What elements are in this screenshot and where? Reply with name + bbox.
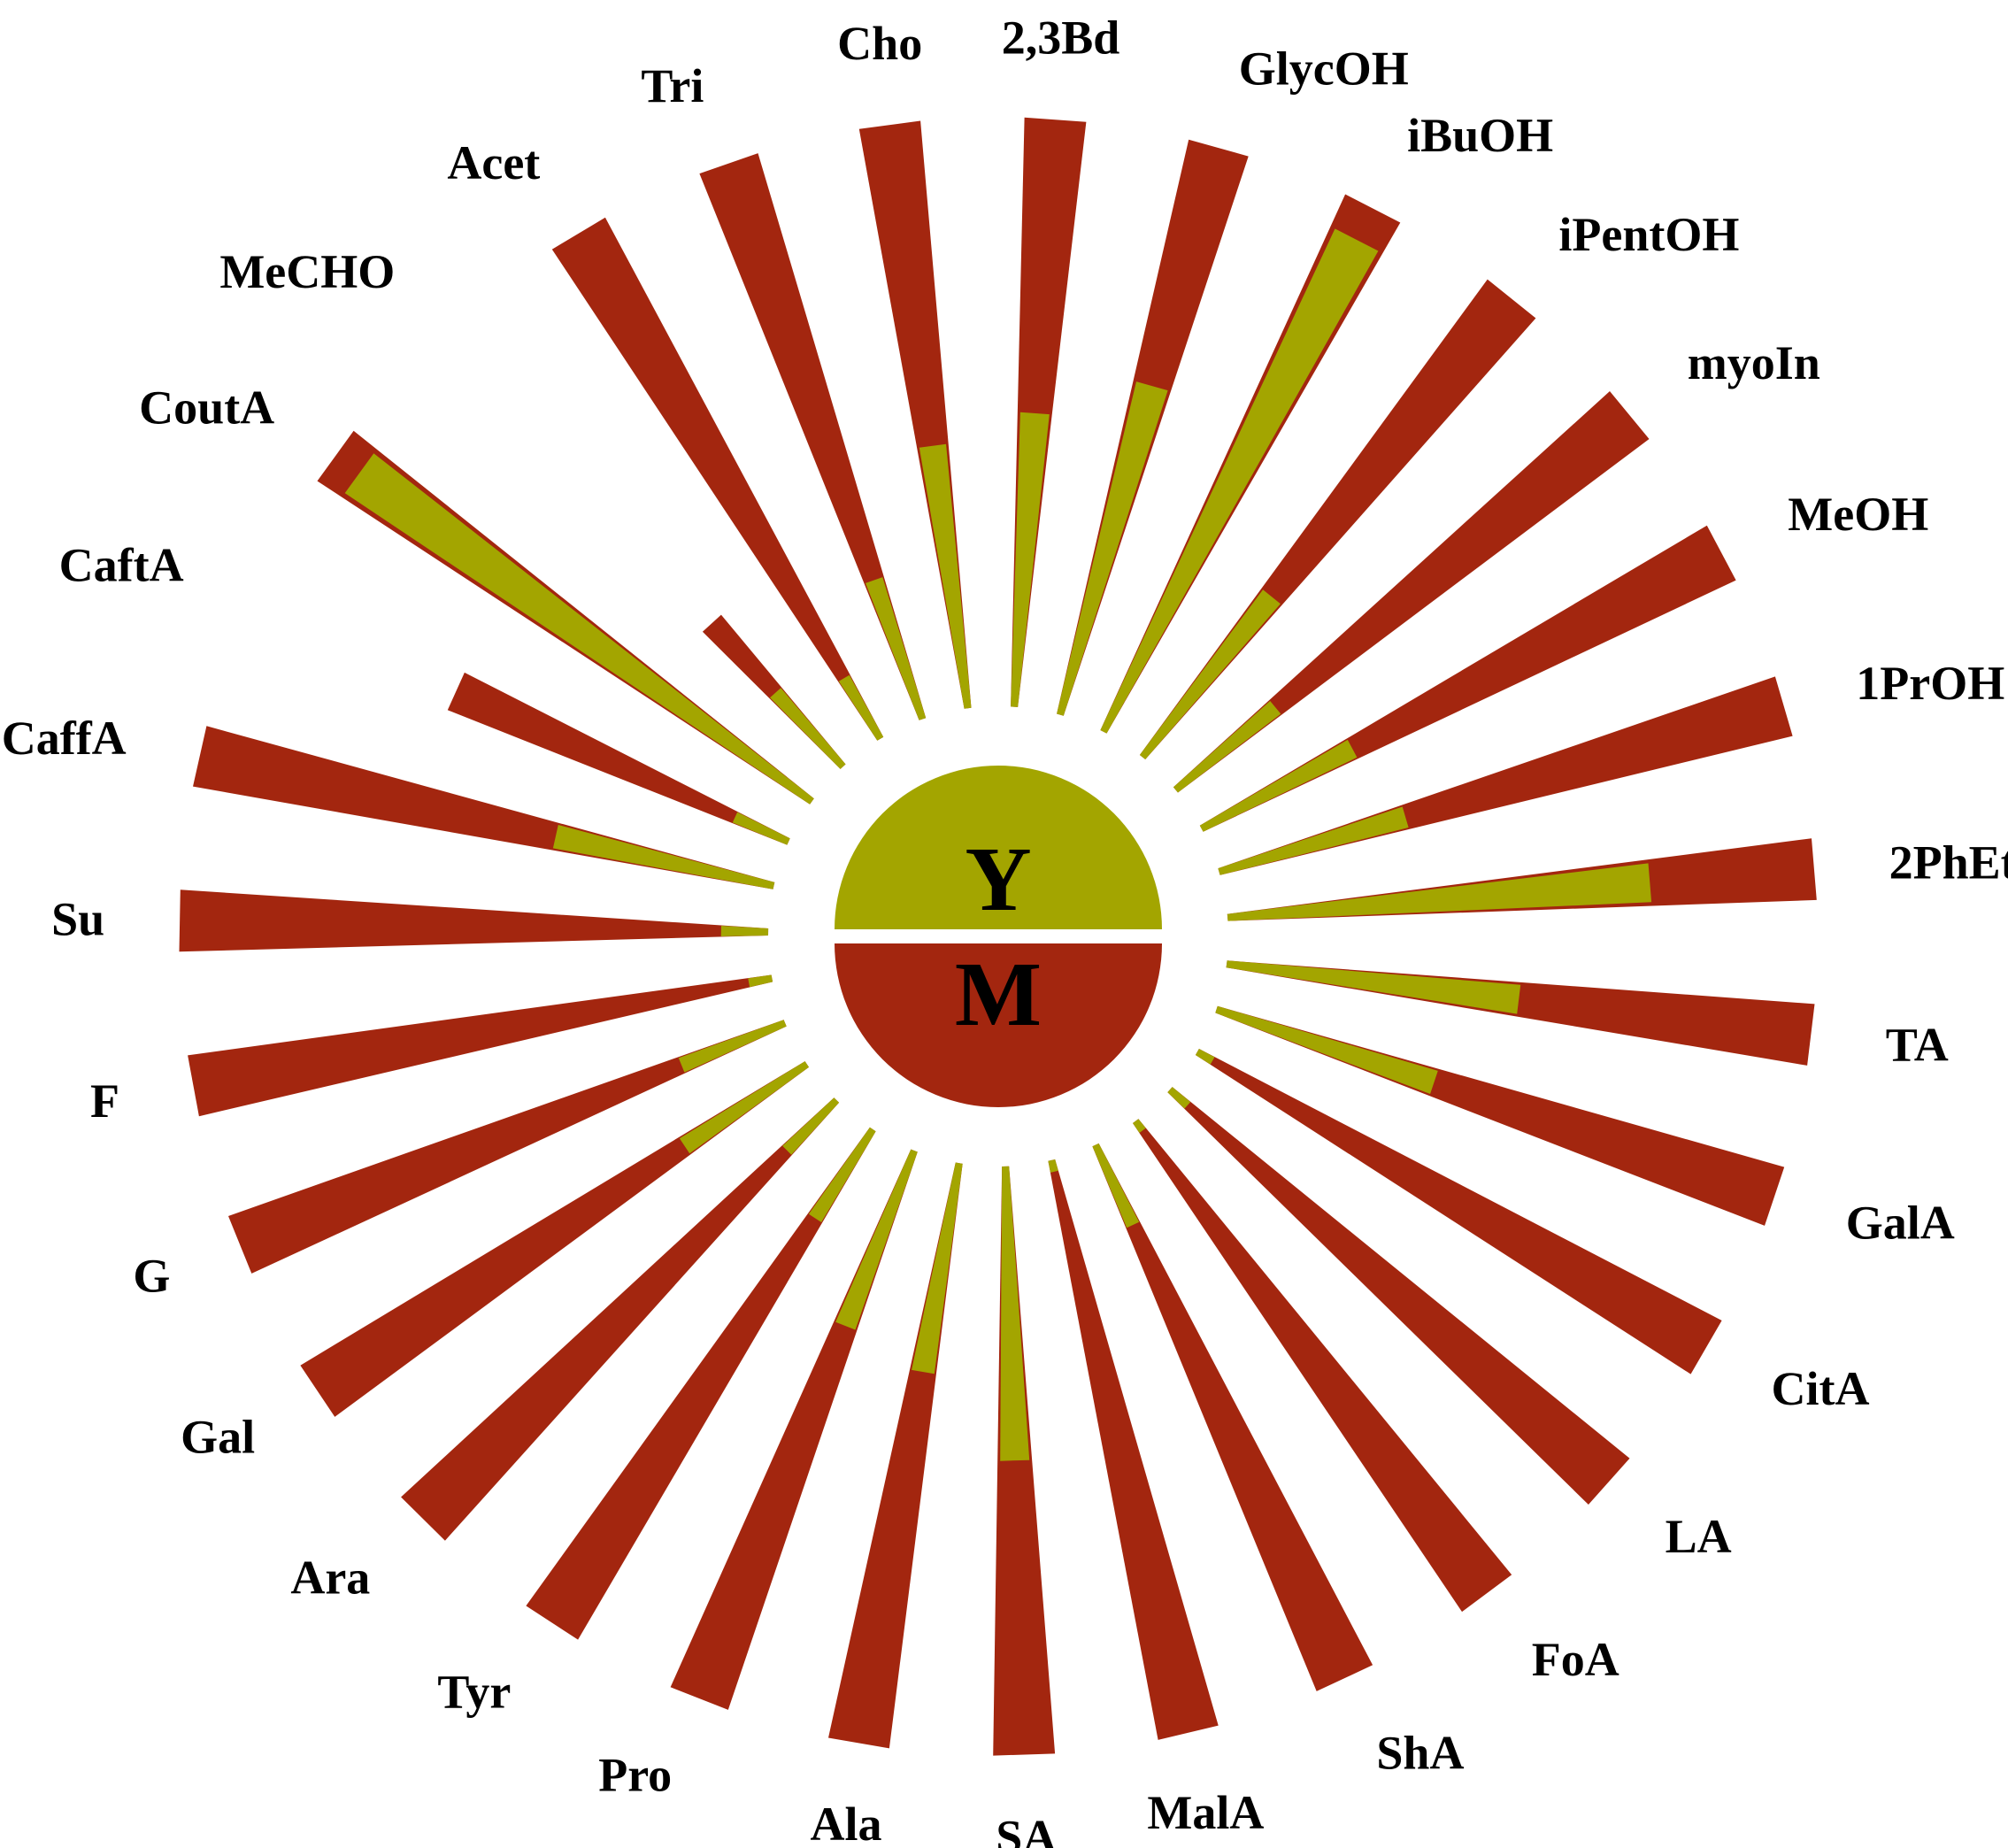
- bar-y-iPentOH: [1139, 589, 1281, 759]
- category-label-ShA: ShA: [1376, 1726, 1464, 1779]
- bar-m-Gal: [300, 1061, 809, 1417]
- bar-y-Gal: [679, 1061, 809, 1154]
- center-legend: Y M: [808, 746, 1189, 1127]
- category-label-Cho: Cho: [837, 17, 922, 70]
- bar-m-G: [228, 1020, 787, 1274]
- category-label-CaffA: CaffA: [2, 712, 127, 765]
- bar-y-Ara: [782, 1097, 840, 1155]
- bar-m-Acet: [551, 217, 884, 741]
- bar-m-myoIn: [1173, 391, 1650, 793]
- category-label-iBuOH: iBuOH: [1407, 109, 1553, 162]
- series-m-bars: [179, 117, 1817, 1756]
- category-label-MalA: MalA: [1147, 1786, 1264, 1839]
- bar-y-MalA: [1048, 1159, 1058, 1173]
- center-top-half: [835, 766, 1162, 929]
- category-label-FoA: FoA: [1532, 1633, 1619, 1686]
- category-label-CaftA: CaftA: [59, 539, 184, 592]
- category-label-CoutA: CoutA: [139, 381, 274, 435]
- bar-m-Ara: [401, 1097, 840, 1541]
- bar-y-CoutA: [344, 453, 814, 805]
- center-label-m: M: [955, 943, 1042, 1045]
- category-label-iPentOH: iPentOH: [1558, 208, 1739, 261]
- category-label-2,3Bd: 2,3Bd: [1002, 12, 1120, 65]
- bar-m-Tri: [699, 153, 927, 720]
- category-label-2PhEt: 2PhEt: [1889, 835, 2008, 889]
- bar-m-ShA: [1092, 1143, 1373, 1691]
- bar-y-CaffA: [552, 825, 775, 889]
- bar-y-myoIn: [1173, 701, 1281, 793]
- bar-m-FoA: [1133, 1119, 1512, 1613]
- category-label-1PrOH: 1PrOH: [1856, 657, 2004, 710]
- bar-y-GlycOH: [1057, 381, 1168, 716]
- center-label-y: Y: [965, 828, 1031, 930]
- category-label-Tyr: Tyr: [437, 1666, 511, 1719]
- category-label-TA: TA: [1886, 1018, 1949, 1071]
- bar-m-Su: [179, 889, 769, 952]
- category-label-MeCHO: MeCHO: [219, 245, 395, 298]
- bar-m-Tyr: [526, 1127, 876, 1640]
- category-label-F: F: [90, 1074, 119, 1128]
- category-label-MeOH: MeOH: [1788, 488, 1928, 541]
- bar-m-CitA: [1195, 1049, 1722, 1374]
- category-label-Pro: Pro: [598, 1749, 672, 1802]
- bar-y-LA: [1167, 1087, 1191, 1109]
- category-label-Gal: Gal: [181, 1411, 255, 1464]
- category-label-Ala: Ala: [811, 1798, 882, 1848]
- bar-y-Pro: [835, 1149, 918, 1330]
- bar-y-Tri: [866, 577, 927, 720]
- bar-y-Acet: [838, 674, 884, 741]
- bar-y-2,3Bd: [1011, 412, 1050, 707]
- category-label-LA: LA: [1666, 1510, 1732, 1563]
- bar-y-1PrOH: [1218, 806, 1409, 875]
- category-label-Acet: Acet: [447, 136, 540, 189]
- bar-y-SA: [1000, 1166, 1030, 1461]
- bar-m-MalA: [1048, 1159, 1219, 1740]
- series-y-bars: [344, 228, 1652, 1461]
- bar-y-ShA: [1092, 1143, 1140, 1228]
- category-label-G: G: [133, 1250, 170, 1303]
- bar-y-GalA: [1215, 1005, 1438, 1094]
- bar-y-Cho: [919, 443, 972, 709]
- category-label-SA: SA: [996, 1811, 1057, 1848]
- bar-y-MeOH: [1199, 739, 1358, 832]
- category-label-GalA: GalA: [1846, 1196, 1955, 1249]
- bar-y-FoA: [1133, 1119, 1146, 1133]
- bar-m-LA: [1167, 1087, 1630, 1505]
- bar-y-CitA: [1195, 1049, 1215, 1065]
- bar-y-MeCHO: [770, 688, 846, 769]
- bar-y-G: [678, 1020, 787, 1073]
- category-label-myoIn: myoIn: [1688, 336, 1820, 389]
- category-label-CitA: CitA: [1772, 1362, 1870, 1415]
- category-label-Su: Su: [51, 893, 104, 946]
- category-label-Tri: Tri: [641, 59, 704, 112]
- center-bottom-half: [835, 943, 1162, 1107]
- bar-y-Tyr: [808, 1127, 876, 1222]
- bar-y-iBuOH: [1100, 228, 1379, 734]
- bar-m-F: [188, 974, 773, 1117]
- bar-y-2PhEt: [1227, 863, 1652, 921]
- bar-m-CaftA: [447, 672, 790, 845]
- bar-y-CaftA: [732, 812, 790, 845]
- bar-y-TA: [1226, 960, 1521, 1014]
- bar-y-Su: [720, 926, 769, 936]
- bar-y-Ala: [912, 1162, 963, 1374]
- category-label-Ara: Ara: [290, 1551, 370, 1604]
- category-label-GlycOH: GlycOH: [1239, 42, 1409, 96]
- bar-y-F: [748, 974, 773, 988]
